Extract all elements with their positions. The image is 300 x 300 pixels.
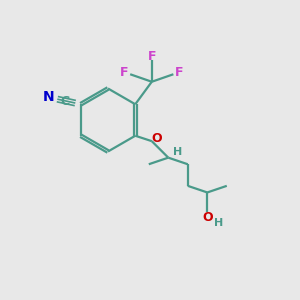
Text: H: H bbox=[173, 147, 182, 157]
Text: H: H bbox=[214, 218, 223, 228]
Text: F: F bbox=[175, 66, 184, 79]
Text: O: O bbox=[152, 132, 162, 145]
Text: C: C bbox=[61, 95, 70, 108]
Text: F: F bbox=[148, 50, 156, 63]
Text: O: O bbox=[202, 211, 213, 224]
Text: F: F bbox=[120, 66, 128, 79]
Text: N: N bbox=[43, 90, 55, 104]
